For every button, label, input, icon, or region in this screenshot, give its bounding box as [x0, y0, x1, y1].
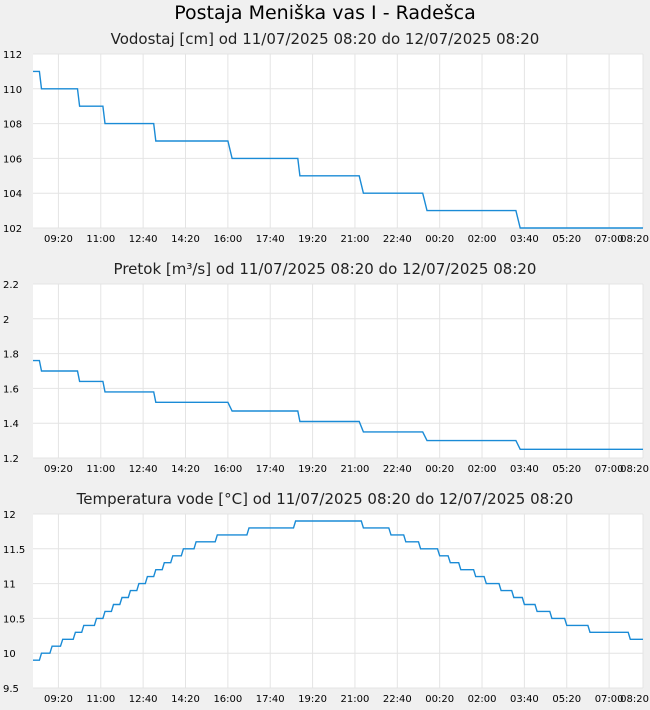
x-tick-label: 16:00	[213, 694, 242, 705]
plot-area	[33, 284, 643, 458]
y-tick-label: 9.5	[3, 684, 19, 695]
y-tick-label: 10.5	[3, 614, 25, 625]
x-tick-label: 03:40	[510, 234, 539, 245]
x-tick-label: 12:40	[129, 234, 158, 245]
series-line	[33, 359, 643, 451]
x-tick-label: 08:20	[620, 694, 649, 705]
x-tick-label: 11:00	[86, 694, 115, 705]
x-tick-label: 07:00	[595, 464, 624, 475]
series-line	[33, 520, 643, 661]
x-tick-label: 21:00	[341, 234, 370, 245]
y-tick-label: 112	[3, 50, 22, 61]
x-tick-label: 14:20	[171, 694, 200, 705]
x-tick-label: 21:00	[341, 464, 370, 475]
chart-vodostaj: Vodostaj [cm] od 11/07/2025 08:20 do 12/…	[0, 28, 650, 250]
x-tick-label: 00:20	[425, 464, 454, 475]
y-tick-label: 106	[3, 154, 22, 165]
x-tick-label: 05:20	[552, 694, 581, 705]
y-tick-label: 1.6	[3, 384, 19, 395]
x-tick-label: 00:20	[425, 234, 454, 245]
x-tick-label: 02:00	[468, 694, 497, 705]
x-tick-label: 14:20	[171, 234, 200, 245]
chart-pretok: Pretok [m³/s] od 11/07/2025 08:20 do 12/…	[0, 258, 650, 480]
chart-temperatura: Temperatura vode [°C] od 11/07/2025 08:2…	[0, 488, 650, 710]
x-tick-label: 03:40	[510, 464, 539, 475]
x-tick-label: 08:20	[620, 234, 649, 245]
chart-svg: 102 104 106 108 110 112 09:20 11:00 12:40 14:20 16…	[3, 50, 649, 245]
x-tick-label: 09:20	[44, 694, 73, 705]
x-tick-label: 19:20	[298, 464, 327, 475]
page-title: Postaja Meniška vas I - Radešca	[174, 2, 476, 24]
x-tick-label: 22:40	[383, 234, 412, 245]
y-tick-label: 11.5	[3, 545, 25, 556]
y-tick-label: 108	[3, 120, 22, 131]
x-tick-label: 14:20	[171, 464, 200, 475]
x-tick-label: 21:00	[341, 694, 370, 705]
x-tick-label: 16:00	[213, 464, 242, 475]
x-tick-label: 22:40	[383, 464, 412, 475]
x-tick-label: 02:00	[468, 464, 497, 475]
y-tick-label: 104	[3, 189, 22, 200]
x-tick-label: 05:20	[552, 464, 581, 475]
x-tick-label: 17:40	[256, 464, 285, 475]
x-tick-label: 00:20	[425, 694, 454, 705]
x-tick-label: 12:40	[129, 694, 158, 705]
plot-area	[33, 54, 643, 228]
x-tick-label: 19:20	[298, 234, 327, 245]
chart-svg: 1.2 1.4 1.6 1.8 2 2.2 09:20 11:00 12:40 14:20 16:0…	[3, 280, 649, 475]
x-tick-label: 17:40	[256, 694, 285, 705]
y-tick-label: 10	[3, 649, 16, 660]
x-tick-label: 09:20	[44, 464, 73, 475]
y-tick-label: 2.2	[3, 280, 19, 291]
x-tick-label: 05:20	[552, 234, 581, 245]
y-tick-label: 12	[3, 510, 16, 521]
x-tick-label: 19:20	[298, 694, 327, 705]
x-tick-label: 07:00	[595, 694, 624, 705]
y-tick-label: 110	[3, 85, 22, 96]
x-tick-label: 11:00	[86, 464, 115, 475]
x-tick-label: 07:00	[595, 234, 624, 245]
x-tick-label: 12:40	[129, 464, 158, 475]
x-tick-label: 02:00	[468, 234, 497, 245]
x-tick-label: 08:20	[620, 464, 649, 475]
y-tick-label: 11	[3, 580, 16, 591]
y-tick-label: 1.8	[3, 350, 19, 361]
x-tick-label: 03:40	[510, 694, 539, 705]
x-tick-label: 11:00	[86, 234, 115, 245]
chart-svg: 9.5 10 10.5 11 11.5 12 09:20 11:00 12:40 14:20 16:…	[3, 510, 649, 705]
x-tick-label: 17:40	[256, 234, 285, 245]
series-line	[33, 70, 643, 229]
x-tick-label: 09:20	[44, 234, 73, 245]
y-tick-label: 2	[3, 315, 9, 326]
x-tick-label: 22:40	[383, 694, 412, 705]
chart-title: Vodostaj [cm] od 11/07/2025 08:20 do 12/…	[110, 30, 540, 48]
chart-title: Pretok [m³/s] od 11/07/2025 08:20 do 12/…	[113, 260, 537, 278]
plot-area	[33, 514, 643, 688]
y-tick-label: 1.2	[3, 454, 19, 465]
y-tick-label: 1.4	[3, 419, 19, 430]
chart-title: Temperatura vode [°C] od 11/07/2025 08:2…	[76, 490, 574, 508]
y-tick-label: 102	[3, 224, 22, 235]
x-tick-label: 16:00	[213, 234, 242, 245]
